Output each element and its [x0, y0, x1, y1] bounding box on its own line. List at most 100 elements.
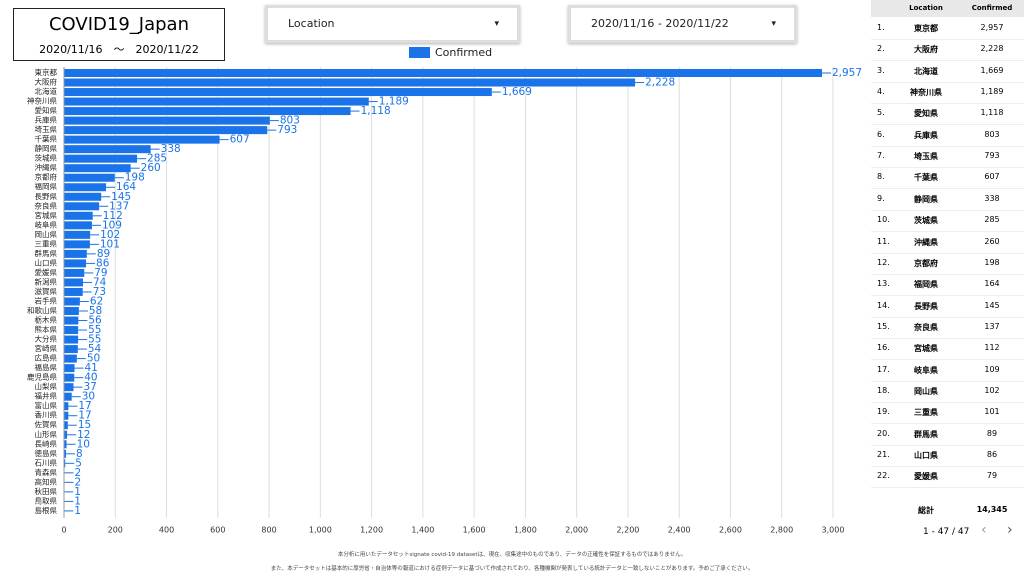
- x-tick-label: 1,400: [411, 525, 434, 534]
- row-divider: [871, 60, 1024, 62]
- bar: [64, 449, 67, 458]
- bar: [64, 354, 77, 363]
- y-tick-label: 青森県: [35, 467, 58, 477]
- y-tick-label: 大分県: [35, 334, 58, 344]
- bar: [64, 287, 83, 296]
- table-header-bg: [871, 0, 1024, 17]
- row-rank: 6.: [877, 129, 885, 139]
- row-rank: 10.: [877, 215, 890, 225]
- bar: [64, 69, 822, 77]
- total-label: 総計: [918, 506, 934, 515]
- row-rank: 17.: [877, 364, 890, 374]
- row-rank: 12.: [877, 257, 890, 267]
- value-label: 102: [100, 229, 120, 241]
- row-divider: [871, 295, 1024, 297]
- x-tick-label: 400: [159, 525, 174, 534]
- location-dropdown[interactable]: Location: [265, 5, 520, 43]
- bar: [64, 173, 115, 182]
- bar: [64, 230, 91, 239]
- row-rank: 3.: [877, 65, 885, 75]
- value-label: 58: [89, 305, 102, 317]
- bar: [64, 249, 87, 258]
- y-tick-label: 徳島県: [35, 448, 58, 458]
- value-label: 137: [109, 200, 129, 212]
- period-dropdown[interactable]: 2020/11/16 - 2020/11/22: [568, 5, 797, 43]
- row-rank: 8.: [877, 172, 885, 182]
- bar: [64, 392, 72, 401]
- y-tick-label: 兵庫県: [35, 115, 58, 125]
- value-label: 30: [82, 391, 95, 403]
- row-rank: 20.: [877, 428, 890, 438]
- y-tick-label: 山梨県: [35, 381, 58, 391]
- row-location: 京都府: [914, 258, 938, 268]
- bar: [64, 192, 102, 201]
- bar: [64, 383, 74, 392]
- y-tick-label: 栃木県: [35, 315, 58, 325]
- value-label: 2,228: [645, 77, 675, 89]
- bar: [64, 145, 151, 154]
- bar: [64, 97, 369, 106]
- value-label: 17: [78, 410, 91, 422]
- x-tick-label: 800: [261, 525, 276, 534]
- value-label: 50: [87, 353, 100, 365]
- y-tick-label: 福島県: [35, 362, 58, 372]
- row-location: 茨城県: [914, 216, 938, 226]
- row-divider: [871, 39, 1024, 40]
- row-location: 東京都: [914, 24, 938, 33]
- y-tick-label: 山形県: [35, 429, 58, 439]
- row-confirmed: 260: [984, 236, 1000, 246]
- y-tick-label: 埼玉県: [35, 124, 58, 134]
- row-confirmed: 102: [984, 385, 1000, 395]
- row-rank: 11.: [877, 236, 890, 246]
- row-confirmed: 2,957: [980, 23, 1004, 32]
- y-tick-label: 鳥取県: [35, 495, 58, 505]
- bar: [64, 278, 83, 287]
- y-tick-label: 滋賀県: [35, 286, 58, 296]
- bar: [64, 211, 93, 220]
- row-confirmed: 803: [984, 129, 1000, 139]
- value-label: 112: [103, 210, 123, 222]
- y-tick-label: 三重県: [35, 239, 58, 248]
- y-tick-label: 千葉県: [35, 134, 58, 144]
- bar: [64, 297, 80, 306]
- value-label: 89: [97, 248, 110, 260]
- bar: [64, 202, 100, 211]
- row-divider: [871, 124, 1024, 126]
- y-tick-label: 新潟県: [35, 276, 58, 286]
- next-page[interactable]: ›: [1007, 522, 1013, 538]
- y-tick-label: 和歌山県: [27, 305, 57, 315]
- x-tick-label: 600: [210, 525, 225, 534]
- bar: [64, 154, 138, 163]
- x-tick-label: 2,200: [616, 525, 639, 534]
- row-location: 長野県: [914, 301, 938, 311]
- y-tick-label: 愛媛県: [35, 267, 58, 277]
- x-tick-label: 1,200: [360, 525, 383, 534]
- row-divider: [871, 188, 1024, 190]
- value-label: 37: [83, 381, 96, 393]
- row-divider: [871, 380, 1024, 382]
- row-rank: 14.: [877, 300, 890, 310]
- y-tick-label: 神奈川県: [27, 96, 57, 106]
- row-divider: [871, 316, 1024, 318]
- y-tick-label: 岡山県: [35, 229, 58, 239]
- prev-page[interactable]: ‹: [981, 522, 987, 538]
- row-divider: [871, 337, 1024, 339]
- y-tick-label: 奈良県: [35, 200, 58, 210]
- row-location: 岐阜県: [914, 365, 938, 375]
- row-confirmed: 164: [984, 279, 1000, 289]
- value-label: 803: [280, 115, 300, 127]
- column-header: Confirmed: [971, 4, 1013, 12]
- row-divider: [871, 466, 1024, 467]
- bar: [64, 335, 79, 344]
- row-confirmed: 198: [984, 257, 1000, 267]
- bar: [64, 164, 131, 173]
- bar: [64, 78, 636, 87]
- x-tick-label: 2,800: [770, 525, 793, 534]
- y-tick-label: 佐賀県: [35, 419, 58, 429]
- value-label: 2: [75, 467, 82, 479]
- row-confirmed: 607: [984, 172, 1000, 182]
- row-location: 沖縄県: [914, 237, 938, 247]
- value-label: 15: [78, 419, 91, 431]
- value-label: 74: [93, 276, 107, 288]
